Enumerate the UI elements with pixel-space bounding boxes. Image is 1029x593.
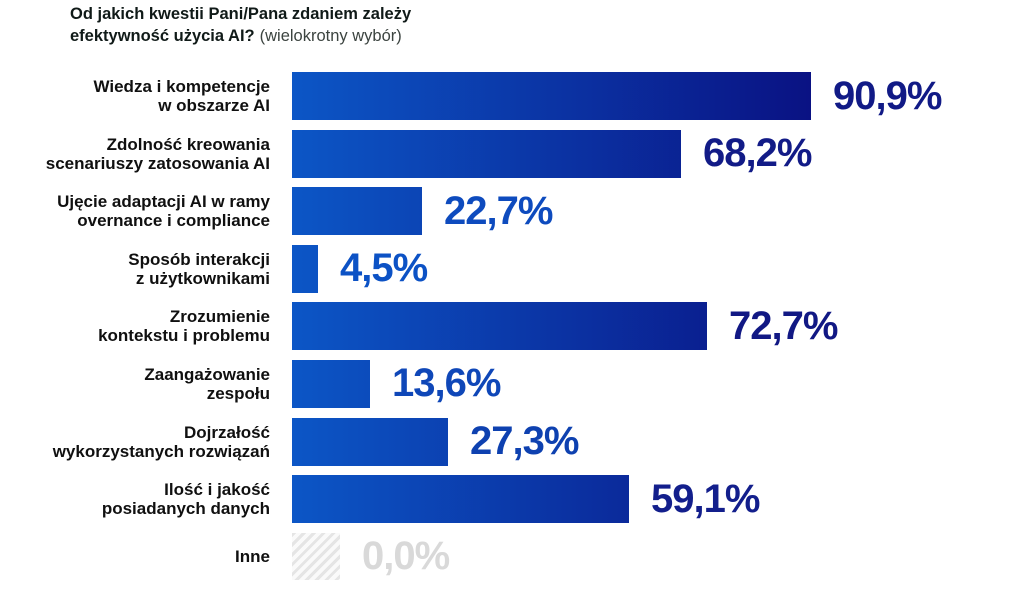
category-label: Ujęcie adaptacji AI w ramy overnance i co… bbox=[0, 192, 270, 230]
bar bbox=[292, 359, 370, 408]
category-label: Zrozumienie kontekstu i problemu bbox=[0, 307, 270, 345]
category-label-line: overnance i compliance bbox=[77, 211, 270, 231]
category-label-line: Inne bbox=[235, 547, 270, 567]
title-line2-question: efektywność użycia AI? bbox=[70, 27, 255, 45]
category-label-line: Zdolność kreowania bbox=[106, 134, 270, 154]
chart-title: Od jakich kwestii Pani/Pana zdaniem zale… bbox=[70, 3, 411, 47]
value-label: 90,9% bbox=[833, 73, 942, 118]
category-label-line: zespołu bbox=[206, 383, 270, 403]
chart-row: Ujęcie adaptacji AI w ramy overnance i co… bbox=[0, 187, 1029, 236]
bar bbox=[292, 302, 707, 351]
bar bbox=[292, 244, 318, 293]
category-label-line: Ujęcie adaptacji AI w ramy bbox=[57, 192, 270, 212]
value-label: 0,0% bbox=[362, 534, 450, 579]
value-label: 68,2% bbox=[703, 131, 812, 176]
category-label: Inne bbox=[0, 547, 270, 566]
title-line1: Od jakich kwestii Pani/Pana zdaniem zale… bbox=[70, 5, 412, 23]
category-label: Dojrzałość wykorzystanych rozwiązań bbox=[0, 423, 270, 461]
category-label: Ilość i jakość posiadanych danych bbox=[0, 480, 270, 518]
chart-row: Inne 0,0% bbox=[0, 533, 1029, 581]
category-label-line: Ilość i jakość bbox=[164, 480, 270, 500]
chart-rows: Wiedza i kompetencje w obszarze AI 90,9% Zd… bbox=[0, 72, 1029, 590]
chart-row: Zdolność kreowania scenariuszy zatosowani… bbox=[0, 129, 1029, 178]
category-label-line: w obszarze AI bbox=[158, 96, 270, 115]
category-label-line: Sposób interakcji bbox=[128, 249, 270, 269]
bar-track: 4,5% bbox=[292, 244, 1029, 293]
category-label: Sposób interakcji z użytkownikami bbox=[0, 250, 270, 288]
chart-row: Sposób interakcji z użytkownikami 4,5% bbox=[0, 244, 1029, 293]
bar bbox=[292, 475, 629, 524]
value-label: 59,1% bbox=[651, 476, 760, 521]
category-label-line: z użytkownikami bbox=[135, 268, 270, 288]
value-label: 13,6% bbox=[392, 361, 501, 406]
bar bbox=[292, 417, 448, 466]
category-label-line: scenariuszy zatosowania AI bbox=[45, 153, 270, 173]
value-label: 4,5% bbox=[340, 246, 428, 291]
category-label: Wiedza i kompetencje w obszarze AI bbox=[0, 77, 270, 115]
bar-track: 68,2% bbox=[292, 129, 1029, 178]
bar bbox=[292, 129, 681, 178]
bar-track: 59,1% bbox=[292, 475, 1029, 524]
value-label: 72,7% bbox=[729, 303, 838, 348]
value-label: 22,7% bbox=[444, 188, 553, 233]
category-label-line: Dojrzałość bbox=[184, 422, 270, 442]
category-label-line: Wiedza i kompetencje bbox=[93, 77, 270, 96]
zero-value-hatch-bar bbox=[292, 533, 340, 581]
bar-track: 13,6% bbox=[292, 359, 1029, 408]
title-subtitle: (wielokrotny wybór) bbox=[259, 27, 402, 45]
category-label-line: posiadanych danych bbox=[101, 499, 270, 519]
title-line2-wrap: efektywność użycia AI? (wielokrotny wybór… bbox=[70, 25, 411, 47]
chart-row: Dojrzałość wykorzystanych rozwiązań 27,3% bbox=[0, 417, 1029, 466]
bar bbox=[292, 72, 811, 120]
category-label-line: Zrozumienie bbox=[169, 307, 270, 327]
category-label: Zaangażowanie zespołu bbox=[0, 365, 270, 403]
bar-track: 90,9% bbox=[292, 72, 1029, 120]
bar-track: 22,7% bbox=[292, 187, 1029, 236]
category-label-line: Zaangażowanie bbox=[144, 364, 270, 384]
chart-row: Wiedza i kompetencje w obszarze AI 90,9% bbox=[0, 72, 1029, 120]
chart-row: Zrozumienie kontekstu i problemu 72,7% bbox=[0, 302, 1029, 351]
bar-track: 0,0% bbox=[292, 533, 1029, 581]
chart-row: Ilość i jakość posiadanych danych 59,1% bbox=[0, 475, 1029, 524]
chart-row: Zaangażowanie zespołu 13,6% bbox=[0, 359, 1029, 408]
bar-track: 72,7% bbox=[292, 302, 1029, 351]
bar bbox=[292, 187, 422, 236]
category-label-line: wykorzystanych rozwiązań bbox=[52, 441, 270, 461]
category-label-line: kontekstu i problemu bbox=[98, 326, 270, 346]
title-line1-wrap: Od jakich kwestii Pani/Pana zdaniem zale… bbox=[70, 3, 411, 25]
bar-track: 27,3% bbox=[292, 417, 1029, 466]
value-label: 27,3% bbox=[470, 419, 579, 464]
category-label: Zdolność kreowania scenariuszy zatosowani… bbox=[0, 135, 270, 173]
